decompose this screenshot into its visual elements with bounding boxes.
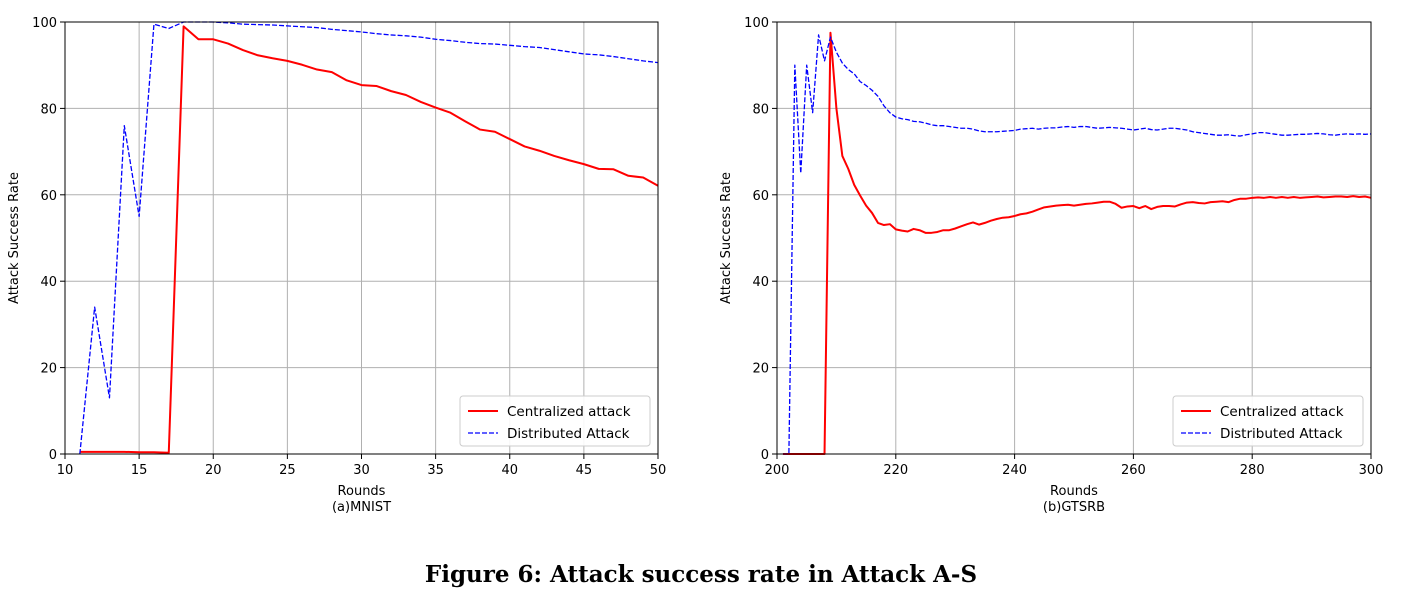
legend-box xyxy=(1172,395,1364,447)
y-tick-label: 100 xyxy=(32,16,57,31)
y-tick-label: 20 xyxy=(40,362,57,377)
y-axis-label: Attack Success Rate xyxy=(719,172,734,304)
y-tick-label: 40 xyxy=(40,275,57,290)
x-tick-label: 15 xyxy=(131,463,148,478)
legend: Centralized attack Distributed Attack xyxy=(459,395,651,447)
x-tick-label: 10 xyxy=(57,463,74,478)
x-tick-label: 300 xyxy=(1359,463,1384,478)
y-tick-label: 80 xyxy=(752,102,769,117)
chart-subtitle: (a)MNIST xyxy=(332,500,391,515)
series-line-distributed-attack xyxy=(79,21,659,455)
x-tick-label: 200 xyxy=(765,463,790,478)
series-line-distributed-attack xyxy=(782,34,1372,455)
y-tick-label: 60 xyxy=(752,189,769,204)
y-tick-label: 20 xyxy=(752,362,769,377)
x-tick-label: 35 xyxy=(427,463,444,478)
y-tick-label: 80 xyxy=(40,102,57,117)
legend-label: Centralized attack xyxy=(507,404,631,420)
gridlines xyxy=(64,21,659,455)
x-tick-label: 260 xyxy=(1121,463,1146,478)
y-axis-label: Attack Success Rate xyxy=(7,172,22,304)
figure-caption: Figure 6: Attack success rate in Attack … xyxy=(424,561,978,588)
x-tick-label: 50 xyxy=(650,463,667,478)
y-tick-label: 0 xyxy=(49,448,57,463)
plot-frame xyxy=(776,21,1372,455)
x-tick-label: 30 xyxy=(353,463,370,478)
x-tick-label: 240 xyxy=(1002,463,1027,478)
x-tick-label: 25 xyxy=(279,463,296,478)
x-axis-label: Rounds xyxy=(1050,484,1098,499)
y-tick-label: 40 xyxy=(752,275,769,290)
legend-label: Distributed Attack xyxy=(1220,426,1343,442)
legend-box xyxy=(459,395,651,447)
y-tick-label: 60 xyxy=(40,189,57,204)
legend: Centralized attack Distributed Attack xyxy=(1172,395,1364,447)
series-line-centralized-attack xyxy=(782,31,1372,455)
x-tick-label: 45 xyxy=(576,463,593,478)
y-tick-label: 0 xyxy=(761,448,769,463)
series-line-centralized-attack xyxy=(79,25,659,454)
x-axis-label: Rounds xyxy=(338,484,386,499)
x-tick-label: 20 xyxy=(205,463,222,478)
chart-subtitle: (b)GTSRB xyxy=(1043,500,1105,515)
legend-label: Centralized attack xyxy=(1220,404,1344,420)
figure: 10 15 20 25 30 35 40 45 50020406080100Rounds(a)M… xyxy=(7,16,1383,515)
x-tick-label: 280 xyxy=(1240,463,1265,478)
chart-panel-gtsrb: 200 220 240 260 280 300 0 20 40 60 80 100 Rounds(b)G… xyxy=(719,16,1383,515)
chart-panel-mnist: 10 15 20 25 30 35 40 45 50 0 20 40 60 80 100 Rounds(a)M… xyxy=(7,16,666,515)
y-tick-label: 100 xyxy=(744,16,769,31)
legend-label: Distributed Attack xyxy=(507,426,630,442)
x-tick-label: 220 xyxy=(883,463,908,478)
gridlines xyxy=(776,21,1372,455)
x-tick-label: 40 xyxy=(501,463,518,478)
